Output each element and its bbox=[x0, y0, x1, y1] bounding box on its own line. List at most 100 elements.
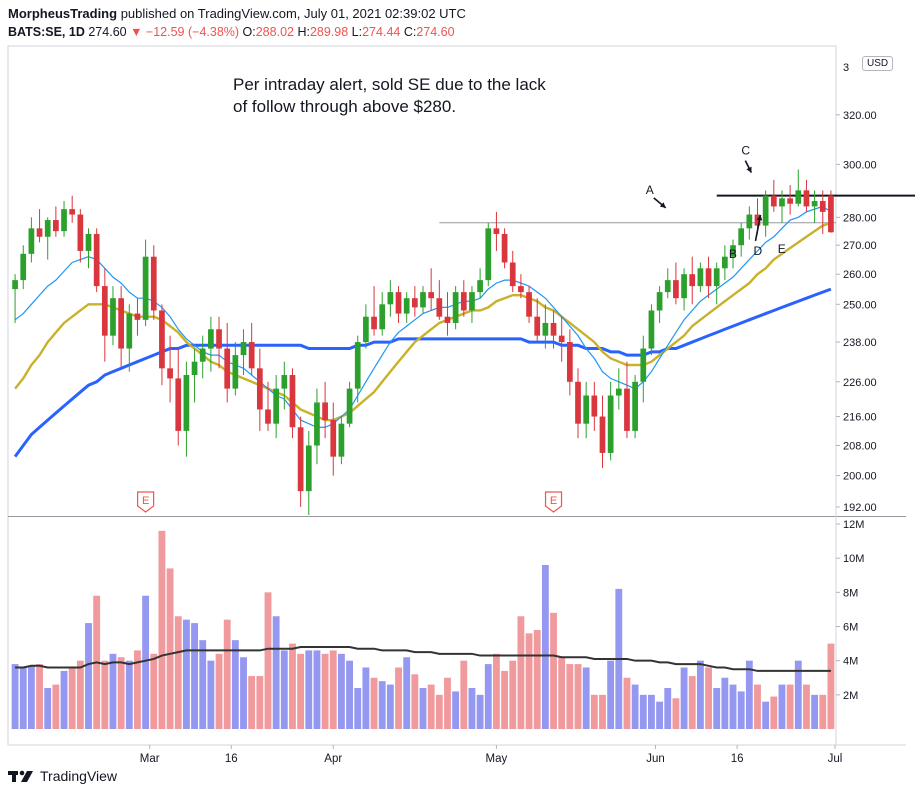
volume-bar bbox=[664, 688, 672, 729]
candle-body bbox=[363, 316, 369, 343]
volume-bar bbox=[289, 643, 296, 729]
volume-tick-label: 8M bbox=[843, 587, 858, 599]
volume-bar bbox=[705, 667, 712, 729]
volume-bar bbox=[566, 664, 574, 729]
volume-bar bbox=[68, 667, 76, 729]
volume-bar bbox=[85, 623, 92, 729]
volume-bar bbox=[501, 670, 509, 729]
volume-tick-label: 2M bbox=[843, 690, 858, 702]
volume-bar bbox=[346, 660, 354, 729]
volume-bar bbox=[272, 616, 280, 729]
candle-body bbox=[36, 228, 43, 237]
footer-brand[interactable]: TradingView bbox=[8, 768, 117, 784]
arrow-d-head bbox=[756, 214, 763, 221]
open-label: O: bbox=[242, 25, 256, 39]
volume-bar bbox=[468, 688, 476, 729]
volume-bar bbox=[313, 650, 321, 729]
candle-body bbox=[819, 201, 826, 212]
volume-bar bbox=[550, 612, 557, 729]
volume-bar bbox=[492, 653, 500, 729]
volume-bar bbox=[174, 616, 182, 729]
low-label: L: bbox=[351, 25, 363, 39]
volume-bar bbox=[590, 694, 598, 729]
price-tick-label: 320.00 bbox=[843, 110, 877, 122]
price-top-label: 3 bbox=[843, 62, 849, 74]
candle-body bbox=[664, 280, 671, 293]
candle-body bbox=[558, 335, 565, 343]
candle-body bbox=[469, 292, 475, 311]
volume-bar bbox=[134, 650, 141, 729]
candle-body bbox=[379, 304, 386, 330]
candle-body bbox=[452, 292, 459, 323]
price-tick-label: 238.00 bbox=[843, 337, 877, 349]
candle-body bbox=[28, 228, 35, 254]
volume-tick-label: 10M bbox=[843, 553, 864, 565]
volume-bar bbox=[460, 660, 468, 729]
author-name[interactable]: MorpheusTrading bbox=[8, 6, 118, 21]
volume-bar bbox=[623, 677, 631, 729]
volume-bar bbox=[729, 684, 737, 729]
volume-bar bbox=[427, 684, 435, 729]
volume-bar bbox=[541, 565, 549, 729]
volume-bar bbox=[305, 650, 313, 729]
volume-bar bbox=[182, 619, 190, 729]
volume-bar bbox=[811, 694, 819, 729]
volume-bar bbox=[525, 633, 533, 729]
time-tick-label: Apr bbox=[324, 753, 342, 765]
candle-body bbox=[542, 322, 549, 336]
volume-bar bbox=[231, 640, 239, 729]
volume-bar bbox=[696, 660, 704, 729]
candle-body bbox=[779, 198, 785, 207]
candle-body bbox=[395, 292, 402, 314]
volume-bar bbox=[819, 694, 827, 729]
volume-bar bbox=[370, 677, 378, 729]
candle-body bbox=[85, 233, 92, 251]
volume-bar bbox=[778, 684, 786, 729]
candle-body bbox=[428, 292, 435, 299]
candle-body bbox=[420, 292, 426, 308]
volume-bar bbox=[125, 660, 133, 729]
volume-bar bbox=[648, 694, 655, 729]
currency-badge[interactable]: USD bbox=[862, 56, 894, 71]
candle-body bbox=[599, 416, 606, 453]
candle-body bbox=[640, 348, 647, 382]
point-label-b: B bbox=[729, 247, 737, 261]
volume-bar bbox=[672, 698, 680, 729]
candle-body bbox=[566, 342, 573, 382]
candle-body bbox=[175, 378, 182, 431]
price-tick-label: 200.00 bbox=[843, 471, 877, 483]
candle-body bbox=[371, 316, 377, 330]
arrow-a-head bbox=[659, 202, 666, 208]
price-tick-label: 250.00 bbox=[843, 299, 877, 311]
arrow-c-head bbox=[746, 166, 752, 173]
high-label: H: bbox=[297, 25, 310, 39]
candle-body bbox=[101, 286, 108, 336]
price-change: ▼ −12.59 (−4.38%) bbox=[130, 25, 240, 39]
volume-bar bbox=[191, 623, 198, 729]
candle-body bbox=[322, 402, 328, 421]
candle-body bbox=[770, 195, 777, 207]
candle-body bbox=[208, 329, 214, 349]
candle-body bbox=[460, 292, 467, 311]
volume-bar bbox=[297, 653, 305, 729]
price-tick-label: 226.00 bbox=[843, 377, 877, 389]
close-label: C: bbox=[403, 25, 417, 39]
volume-bar bbox=[403, 657, 411, 729]
price-tick-label: 260.00 bbox=[843, 269, 877, 281]
volume-bar bbox=[476, 694, 484, 729]
candle-body bbox=[730, 245, 736, 257]
volume-bar bbox=[444, 677, 451, 729]
candle-body bbox=[110, 298, 116, 336]
candle-body bbox=[411, 298, 418, 308]
candle-body bbox=[705, 268, 712, 287]
candle-body bbox=[387, 292, 394, 305]
candle-body bbox=[354, 342, 361, 389]
symbol-label[interactable]: BATS:SE, 1D bbox=[8, 25, 85, 39]
volume-bar bbox=[754, 684, 761, 729]
candle-body bbox=[44, 220, 51, 237]
volume-bar bbox=[101, 660, 109, 729]
volume-bar bbox=[321, 653, 329, 729]
price-tick-label: 280.00 bbox=[843, 212, 877, 224]
volume-bar bbox=[558, 657, 566, 729]
